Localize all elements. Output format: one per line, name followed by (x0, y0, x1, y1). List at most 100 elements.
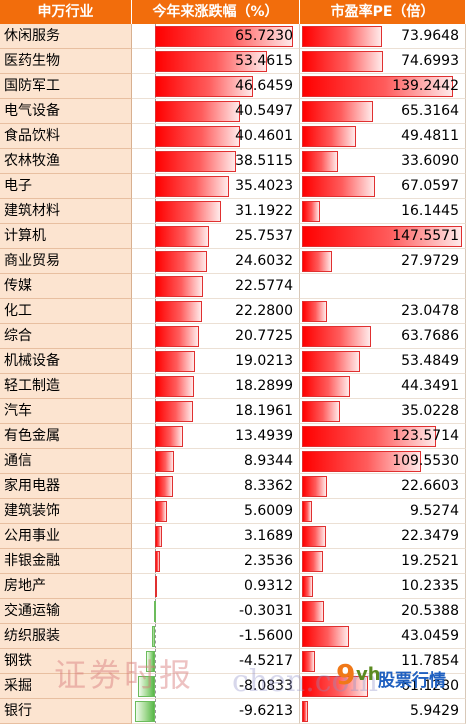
pe-cell: 35.0228 (300, 399, 466, 424)
change-value: 5.6009 (244, 503, 293, 519)
pe-value: 5.9429 (410, 703, 459, 719)
change-bar (155, 401, 194, 422)
pe-cell: 74.6993 (300, 49, 466, 74)
pe-cell: 65.3164 (300, 99, 466, 124)
change-value: -0.3031 (238, 603, 293, 619)
pe-cell: 22.3479 (300, 524, 466, 549)
change-bar (155, 251, 207, 272)
change-bar (155, 51, 268, 72)
change-cell: 40.4601 (132, 124, 300, 149)
pe-bar (302, 351, 360, 372)
change-value: 18.1961 (235, 403, 293, 419)
change-bar (155, 376, 194, 397)
pe-bar (302, 151, 339, 172)
industry-name: 商业贸易 (0, 249, 132, 274)
pe-bar (302, 476, 327, 497)
change-cell: 2.3536 (132, 549, 300, 574)
pe-bar (302, 251, 333, 272)
pe-cell: 44.3491 (300, 374, 466, 399)
pe-value: 11.7854 (401, 653, 459, 669)
change-bar (151, 626, 156, 647)
pe-cell: 147.5571 (300, 224, 466, 249)
pe-value: 22.6603 (401, 478, 459, 494)
change-value: 8.3362 (244, 478, 293, 494)
pe-bar (302, 601, 325, 622)
pe-bar (302, 551, 323, 572)
pe-bar (302, 501, 313, 522)
pe-bar (302, 426, 436, 447)
pe-value: 43.0459 (401, 628, 459, 644)
pe-value: 67.0597 (401, 178, 459, 194)
change-value: 40.4601 (235, 128, 293, 144)
change-bar (155, 126, 241, 147)
industry-name: 化工 (0, 299, 132, 324)
pe-cell: 19.2521 (300, 549, 466, 574)
change-value: -9.6213 (238, 703, 293, 719)
pe-value: 35.0228 (401, 403, 459, 419)
industry-name: 传媒 (0, 274, 132, 299)
change-bar (155, 326, 199, 347)
change-bar (155, 276, 203, 297)
change-cell: 5.6009 (132, 499, 300, 524)
industry-name: 房地产 (0, 574, 132, 599)
pe-cell (300, 274, 466, 299)
pe-value: 22.3479 (401, 528, 459, 544)
pe-value: 23.0478 (401, 303, 459, 319)
pe-cell: 49.4811 (300, 124, 466, 149)
change-bar (155, 551, 161, 572)
change-bar (155, 576, 158, 597)
pe-value: 61.1280 (401, 678, 459, 694)
pe-cell: 139.2442 (300, 74, 466, 99)
logo-mark-icon: 9 (336, 658, 356, 691)
change-bar (155, 201, 221, 222)
change-value: 8.9344 (244, 453, 293, 469)
change-bar (155, 226, 210, 247)
industry-name: 采掘 (0, 674, 132, 699)
change-bar (155, 151, 236, 172)
pe-bar (302, 176, 375, 197)
industry-name: 休闲服务 (0, 24, 132, 49)
stock-quote-logo: 9 vh 股票行情 (336, 658, 466, 691)
change-cell: 13.4939 (132, 424, 300, 449)
change-bar (154, 601, 157, 622)
change-cell: 8.9344 (132, 449, 300, 474)
industry-name: 建筑装饰 (0, 499, 132, 524)
pe-cell: 109.5530 (300, 449, 466, 474)
change-bar (135, 701, 156, 722)
change-value: 46.6459 (235, 78, 293, 94)
change-cell: 20.7725 (132, 324, 300, 349)
logo-v-icon: vh (356, 664, 381, 685)
pe-cell: 5.9429 (300, 699, 466, 724)
column-header: 市盈率PE（倍） (300, 0, 466, 24)
change-value: 22.2800 (235, 303, 293, 319)
industry-name: 计算机 (0, 224, 132, 249)
change-bar (138, 676, 156, 697)
pe-cell: 20.5388 (300, 599, 466, 624)
industry-name: 汽车 (0, 399, 132, 424)
zero-axis-line (155, 649, 157, 673)
change-bar (155, 101, 241, 122)
change-value: 18.2899 (235, 378, 293, 394)
pe-cell: 33.6090 (300, 149, 466, 174)
change-value: -1.5600 (238, 628, 293, 644)
pe-cell: 16.1445 (300, 199, 466, 224)
logo-text: 股票行情 (378, 671, 446, 691)
pe-bar (302, 376, 351, 397)
change-bar (155, 176, 230, 197)
change-cell: 0.9312 (132, 574, 300, 599)
pe-value: 16.1445 (401, 203, 459, 219)
industry-name: 国防军工 (0, 74, 132, 99)
industry-name: 有色金属 (0, 424, 132, 449)
pe-bar (302, 701, 309, 722)
change-bar (155, 476, 173, 497)
pe-cell: 123.5714 (300, 424, 466, 449)
change-cell: 53.4615 (132, 49, 300, 74)
pe-bar (302, 76, 453, 97)
pe-cell: 23.0478 (300, 299, 466, 324)
industry-name: 医药生物 (0, 49, 132, 74)
industry-name: 公用事业 (0, 524, 132, 549)
industry-name: 轻工制造 (0, 374, 132, 399)
change-cell: 24.6032 (132, 249, 300, 274)
change-cell: 22.5774 (132, 274, 300, 299)
pe-bar (302, 201, 320, 222)
